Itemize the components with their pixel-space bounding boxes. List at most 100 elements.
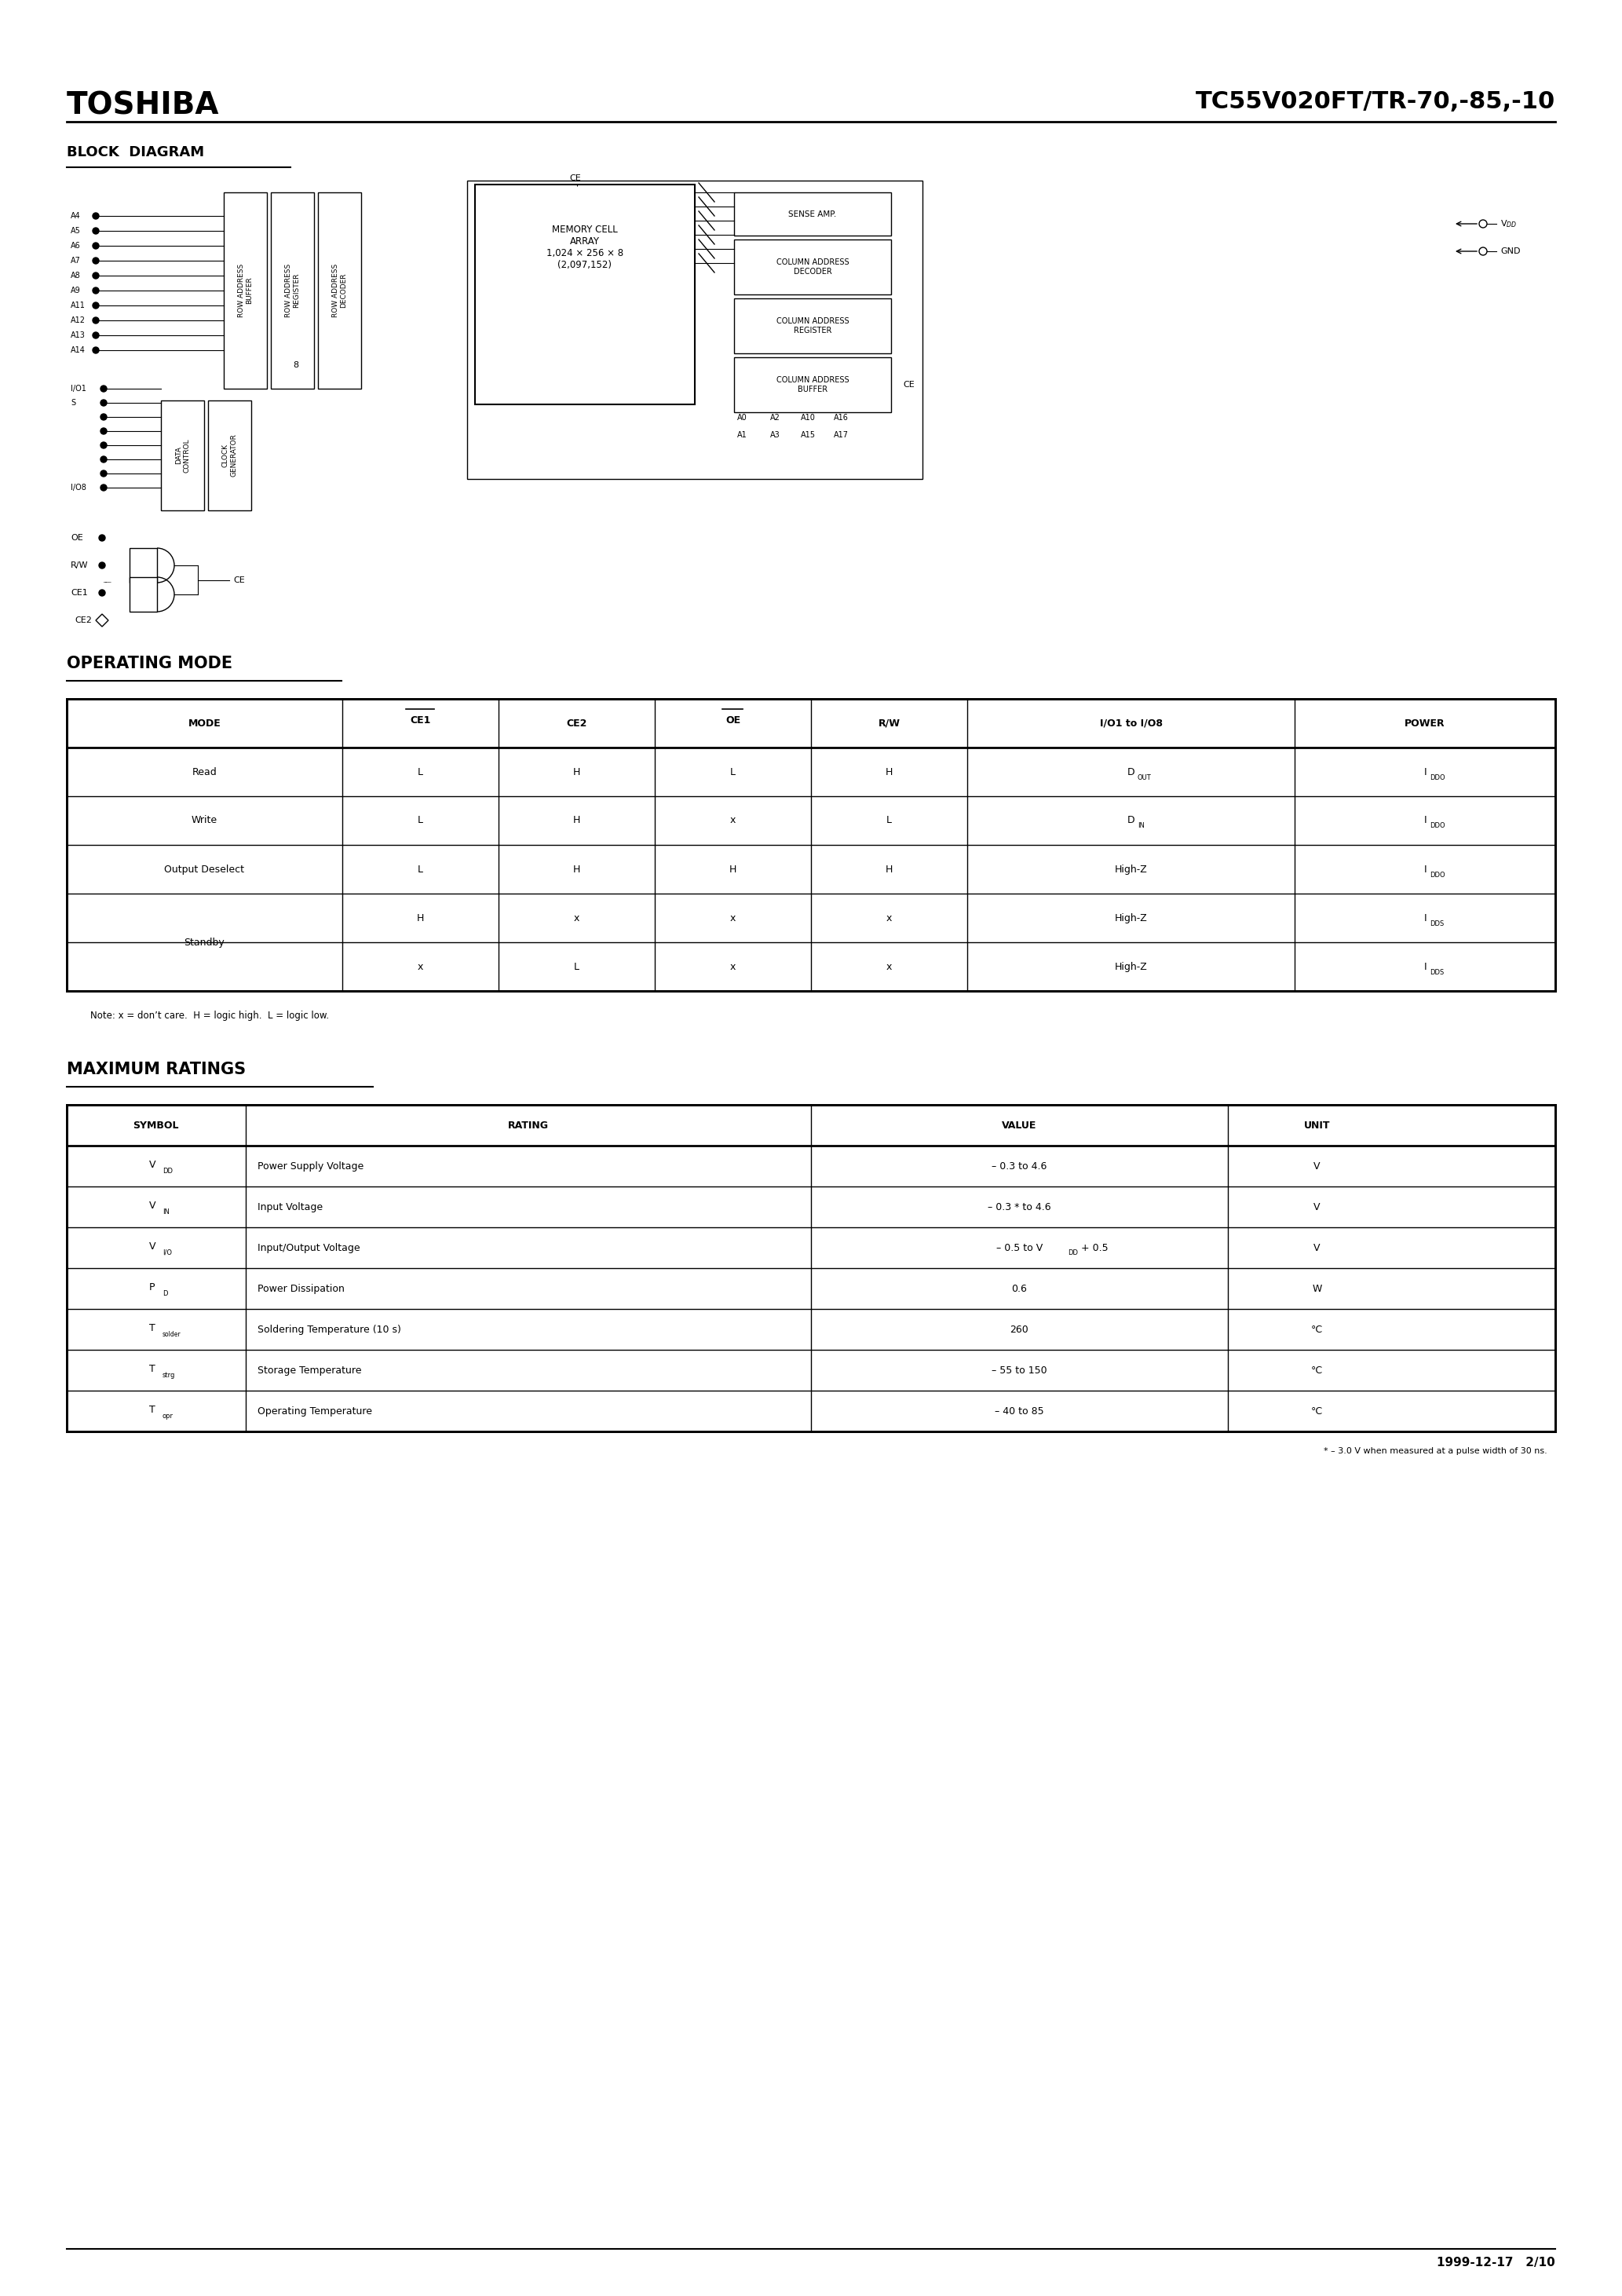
Text: L: L [417,815,423,827]
Text: x: x [730,962,736,971]
Bar [475,184,694,404]
Text: DDO: DDO [1429,822,1445,829]
Text: H: H [417,914,423,923]
Text: V: V [149,1159,156,1169]
Text: A3: A3 [770,432,780,439]
Text: A11: A11 [71,301,86,310]
Text: SENSE AMP.: SENSE AMP. [788,209,837,218]
Text: L: L [574,962,579,971]
Text: Write: Write [191,815,217,827]
Circle shape [92,317,99,324]
Text: °C: °C [1311,1366,1324,1375]
Circle shape [92,287,99,294]
Text: x: x [574,914,579,923]
Text: P: P [149,1281,156,1293]
Text: COLUMN ADDRESS
BUFFER: COLUMN ADDRESS BUFFER [777,377,848,393]
Text: I: I [1424,914,1426,923]
Text: I/O8: I/O8 [71,484,86,491]
Text: V: V [149,1242,156,1251]
Text: Output Deselect: Output Deselect [164,863,245,875]
Circle shape [92,227,99,234]
Text: – 0.3 to 4.6: – 0.3 to 4.6 [991,1162,1048,1171]
Text: COLUMN ADDRESS
REGISTER: COLUMN ADDRESS REGISTER [777,317,848,335]
Bar [130,576,157,611]
Text: A2: A2 [770,413,780,422]
Text: TC55V020FT/TR-70,-85,-10: TC55V020FT/TR-70,-85,-10 [1195,90,1555,113]
Text: CE: CE [903,381,915,388]
Text: x: x [886,914,892,923]
Text: T: T [149,1364,156,1373]
Text: Soldering Temperature (10 s): Soldering Temperature (10 s) [258,1325,401,1334]
Text: DDO: DDO [1429,774,1445,781]
Text: VALUE: VALUE [1002,1120,1036,1130]
Text: T: T [149,1405,156,1414]
Text: D: D [1127,815,1135,827]
Text: 1999-12-17   2/10: 1999-12-17 2/10 [1437,2257,1555,2268]
Text: High-Z: High-Z [1114,962,1147,971]
Text: H: H [573,815,581,827]
Text: W: W [1312,1283,1322,1293]
Text: °C: °C [1311,1325,1324,1334]
Text: H: H [730,863,736,875]
Circle shape [101,471,107,478]
Text: I/O: I/O [162,1249,172,1256]
Text: Read: Read [191,767,217,776]
Bar [208,400,251,510]
Text: A17: A17 [834,432,848,439]
Text: I: I [1424,863,1426,875]
Text: A7: A7 [71,257,81,264]
Circle shape [101,457,107,461]
Bar [735,298,890,354]
Text: DDO: DDO [1429,870,1445,879]
Text: UNIT: UNIT [1304,1120,1330,1130]
Text: DDS: DDS [1429,969,1444,976]
Circle shape [92,347,99,354]
Text: + 0.5: + 0.5 [1079,1242,1108,1254]
Bar [130,549,157,583]
Bar [67,1104,1555,1430]
Text: x: x [730,815,736,827]
Text: CE2: CE2 [75,615,92,625]
Circle shape [99,535,105,542]
Text: TOSHIBA: TOSHIBA [67,90,219,119]
Text: A5: A5 [71,227,81,234]
Bar [735,193,890,236]
Text: RATING: RATING [508,1120,548,1130]
Circle shape [101,484,107,491]
Text: I: I [1424,962,1426,971]
Text: A6: A6 [71,241,81,250]
Text: ___: ___ [102,579,110,583]
Circle shape [101,400,107,406]
Circle shape [101,413,107,420]
Text: DATA
CONTROL: DATA CONTROL [175,439,190,473]
Bar [318,193,362,388]
Circle shape [92,257,99,264]
Text: H: H [886,863,892,875]
Text: x: x [886,962,892,971]
Text: Standby: Standby [185,937,225,948]
Text: A1: A1 [736,432,746,439]
Text: – 55 to 150: – 55 to 150 [991,1366,1048,1375]
Text: A9: A9 [71,287,81,294]
Circle shape [101,386,107,393]
Bar [271,193,315,388]
Text: L: L [417,767,423,776]
Text: H: H [573,863,581,875]
Text: S: S [71,400,76,406]
Bar [224,193,268,388]
Bar [735,358,890,413]
Text: CE1: CE1 [71,588,88,597]
Text: x: x [730,914,736,923]
Text: OE: OE [725,714,740,726]
Text: CE: CE [569,174,581,181]
Text: ROW ADDRESS
BUFFER: ROW ADDRESS BUFFER [238,264,253,317]
Text: DD: DD [1067,1249,1079,1256]
Text: A14: A14 [71,347,86,354]
Text: – 40 to 85: – 40 to 85 [994,1405,1045,1417]
Text: ROW ADDRESS
DECODER: ROW ADDRESS DECODER [333,264,347,317]
Text: I: I [1424,767,1426,776]
Text: – 0.5 to V: – 0.5 to V [996,1242,1043,1254]
Text: BLOCK  DIAGRAM: BLOCK DIAGRAM [67,145,204,158]
Text: Storage Temperature: Storage Temperature [258,1366,362,1375]
Text: IN: IN [162,1208,169,1215]
